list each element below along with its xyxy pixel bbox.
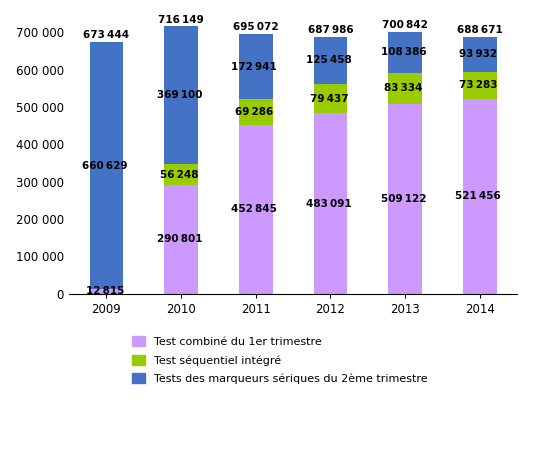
Text: 716 149: 716 149 <box>158 15 204 24</box>
Text: 688 671: 688 671 <box>457 25 503 35</box>
Text: 660 629: 660 629 <box>82 161 128 171</box>
Text: 695 072: 695 072 <box>233 22 279 33</box>
Bar <box>90 42 123 289</box>
Text: 56 248: 56 248 <box>160 170 199 180</box>
Bar <box>463 72 497 99</box>
Text: 108 386: 108 386 <box>381 47 426 57</box>
Text: 69 286: 69 286 <box>235 107 273 117</box>
Bar <box>463 37 497 72</box>
Text: 73 283: 73 283 <box>459 80 498 90</box>
Text: 369 100: 369 100 <box>157 90 203 101</box>
Bar <box>164 185 198 294</box>
Text: 79 437: 79 437 <box>310 94 348 104</box>
Bar <box>164 164 198 185</box>
Bar <box>389 73 422 104</box>
Legend: Test combiné du 1er trimestre, Test séquentiel intégré, Tests des marqueurs séri: Test combiné du 1er trimestre, Test séqu… <box>128 333 431 387</box>
Text: 521 456: 521 456 <box>456 191 501 202</box>
Text: 700 842: 700 842 <box>382 20 428 30</box>
Bar <box>90 289 123 294</box>
Text: 290 801: 290 801 <box>157 235 203 245</box>
Bar <box>239 125 272 294</box>
Text: 509 122: 509 122 <box>381 194 426 204</box>
Text: 172 941: 172 941 <box>231 62 277 72</box>
Bar <box>314 37 348 84</box>
Bar <box>239 34 272 99</box>
Text: 483 091: 483 091 <box>306 199 352 208</box>
Bar <box>314 113 348 294</box>
Bar <box>463 99 497 294</box>
Bar <box>314 84 348 113</box>
Text: 83 334: 83 334 <box>384 83 423 93</box>
Bar <box>389 104 422 294</box>
Text: 12 815: 12 815 <box>86 286 124 297</box>
Text: 93 932: 93 932 <box>459 49 497 59</box>
Bar <box>164 27 198 164</box>
Text: 125 458: 125 458 <box>306 56 352 65</box>
Bar <box>389 32 422 73</box>
Bar <box>239 99 272 125</box>
Text: 673 444: 673 444 <box>83 30 130 40</box>
Text: 687 986: 687 986 <box>308 25 353 35</box>
Text: 452 845: 452 845 <box>231 204 277 214</box>
